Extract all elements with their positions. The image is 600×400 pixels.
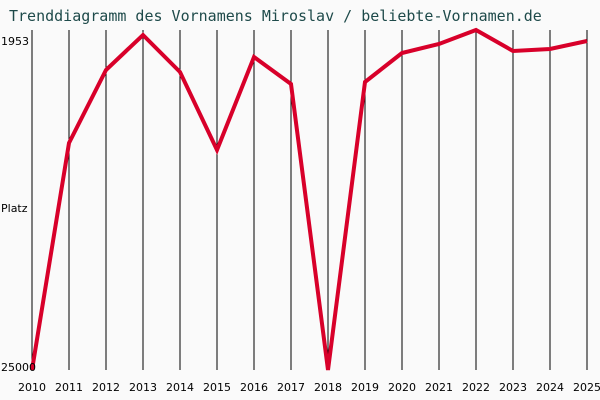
trend-line (30, 27, 588, 371)
x-axis-label: 2012 (92, 381, 120, 394)
y-axis-title: Platz (1, 202, 28, 215)
x-axis-label: 2020 (388, 381, 416, 394)
x-axis-label: 2018 (314, 381, 342, 394)
chart-title: Trenddiagramm des Vornamens Miroslav / b… (9, 7, 542, 25)
y-axis-top-label: 1953 (1, 35, 29, 48)
x-axis-label: 2017 (277, 381, 305, 394)
x-axis-label: 2023 (499, 381, 527, 394)
x-axis-label: 2010 (18, 381, 46, 394)
x-axis-label: 2024 (536, 381, 564, 394)
y-axis-bottom-label: 25000 (1, 361, 36, 374)
x-axis-label: 2022 (462, 381, 490, 394)
x-axis-label: 2025 (573, 381, 600, 394)
x-axis-label: 2015 (203, 381, 231, 394)
x-axis-label: 2016 (240, 381, 268, 394)
x-axis-label: 2019 (351, 381, 379, 394)
x-axis-label: 2021 (425, 381, 453, 394)
x-axis-label: 2013 (129, 381, 157, 394)
x-axis-label: 2011 (55, 381, 83, 394)
x-axis-label: 2014 (166, 381, 194, 394)
